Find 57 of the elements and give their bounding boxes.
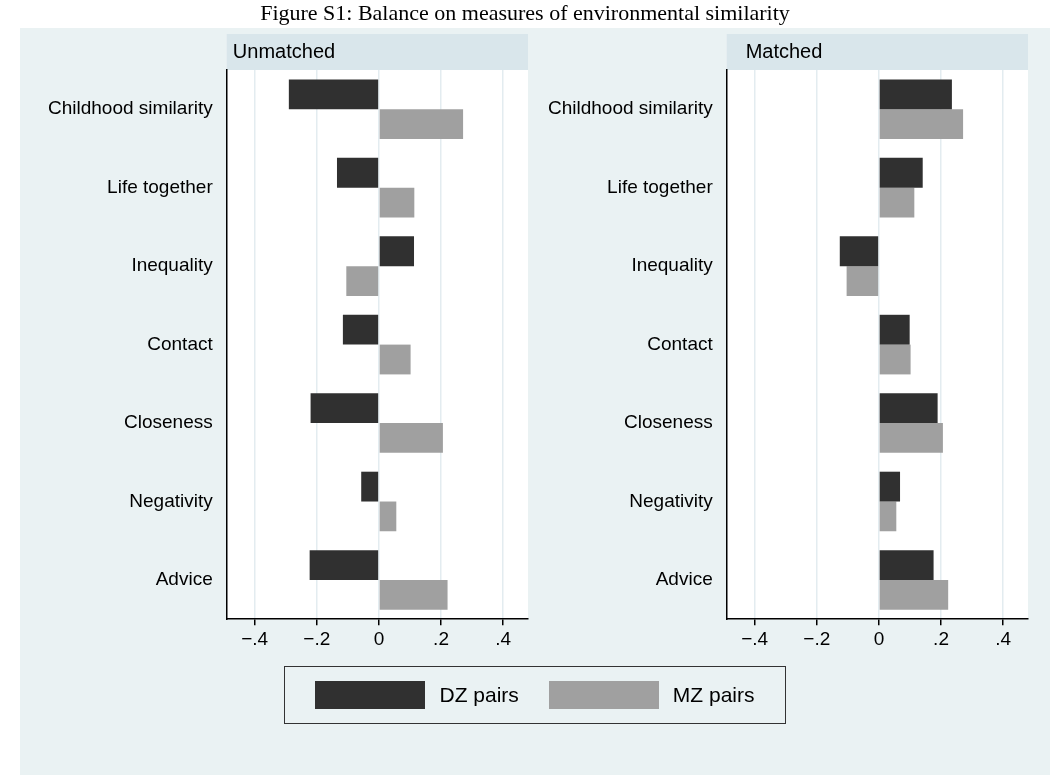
bar [379,423,443,453]
y-tick-label: Childhood similarity [47,97,214,119]
bar [879,109,964,140]
bar [879,314,910,345]
x-tick-label: −.2 [803,627,831,649]
bar [288,79,379,110]
bar [379,236,415,267]
bar [309,550,379,580]
bar [379,579,448,610]
bar [379,187,415,218]
x-tick-label: −.4 [741,627,769,649]
y-tick-label: Advice [655,568,713,590]
x-tick-label: .2 [433,627,449,649]
bar [879,423,943,453]
bar [336,157,379,188]
bar [879,550,934,580]
bar [879,471,901,502]
y-tick-label: Advice [155,568,213,590]
bar [879,579,949,610]
chart-title: Matched [745,39,823,62]
y-tick-label: Life together [107,175,214,197]
bar [879,157,923,188]
text: MZ pairs [672,683,755,707]
bar [879,79,952,110]
y-tick-label: Contact [647,332,714,354]
y-tick-label: Inequality [631,254,714,276]
y-tick-label: Negativity [629,489,714,511]
x-tick-label: 0 [873,627,885,649]
bar [879,393,938,424]
x-tick-label: −.4 [241,627,269,649]
bar [379,109,464,140]
bar [310,393,379,424]
y-tick-label: Life together [607,175,714,197]
text: DZ pairs [439,683,519,707]
x-tick-label: .4 [495,627,512,649]
x-tick-label: 0 [373,627,385,649]
x-tick-label: −.2 [303,627,331,649]
y-tick-label: Childhood similarity [547,97,714,119]
y-tick-label: Inequality [131,254,214,276]
bar [361,471,379,502]
chart-title: Unmatched [232,39,336,62]
bar [342,314,379,345]
y-tick-label: Negativity [129,489,214,511]
y-tick-label: Contact [147,332,214,354]
caption: Figure S1: Balance on measures of environmental similarity [259,0,791,26]
y-tick-label: Closeness [624,411,713,433]
bar [879,344,911,375]
bar [846,266,879,296]
bar [879,501,897,532]
x-tick-label: .4 [995,627,1012,649]
x-tick-label: .2 [933,627,949,649]
bar [346,266,379,296]
bar [839,236,879,267]
bar [879,187,915,218]
bar [379,501,397,532]
y-tick-label: Closeness [124,411,213,433]
bar [379,344,411,375]
